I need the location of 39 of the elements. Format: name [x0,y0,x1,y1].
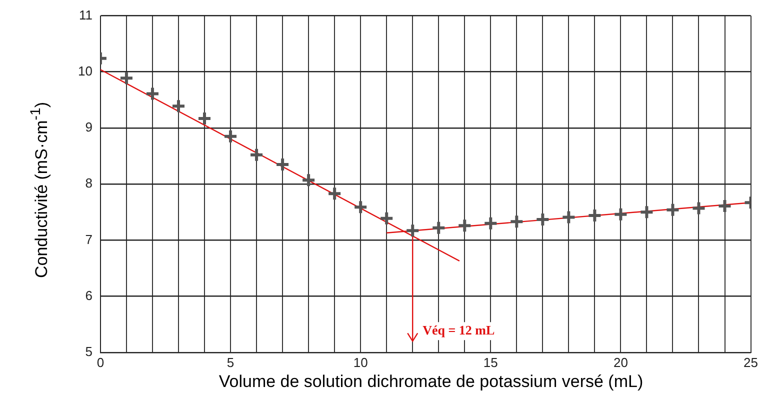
x-tick-label: 25 [744,354,758,370]
y-tick-label: 10 [78,63,92,78]
point [301,172,316,188]
point [535,212,550,227]
point [587,208,602,224]
point [223,128,238,144]
y-tick-label: 8 [85,176,92,191]
point [613,206,628,222]
point [353,200,368,215]
x-axis-title: Volume de solution dichromate de potassium versé (mL) [218,372,644,392]
y-tick-label: 7 [85,232,92,247]
point [170,98,186,114]
y-tick-label: 9 [85,120,92,135]
point [457,218,472,234]
y-tick-label: 11 [78,7,92,22]
point [431,220,446,236]
point [118,70,134,86]
x-tick-label: 5 [226,354,234,370]
point [379,210,394,226]
point [509,214,524,230]
point [717,198,732,214]
point [691,200,706,216]
point [144,86,160,102]
point [665,202,680,218]
y-tick-label: 5 [85,344,92,359]
x-tick-label: 15 [483,354,498,370]
x-tick-label: 0 [96,354,104,370]
y-tick-label: 6 [85,288,92,303]
point [405,223,420,238]
point [561,210,576,225]
point [483,216,498,231]
point [275,156,290,172]
point [327,186,342,202]
x-tick-label: 10 [353,354,368,370]
point [197,110,212,126]
annotation: Véq = 12 mL [422,322,495,338]
x-tick-label: 20 [613,354,628,370]
point [249,147,264,162]
point [639,204,654,220]
